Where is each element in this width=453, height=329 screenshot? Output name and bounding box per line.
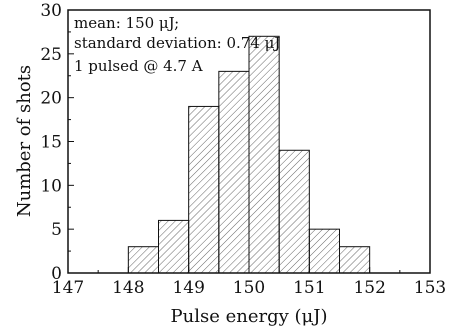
y-tick-label: 0	[51, 264, 62, 284]
y-tick-label: 30	[40, 1, 62, 21]
x-tick-label: 151	[293, 278, 325, 298]
x-axis-ticks: 147 148 149 150 151 152 153	[52, 267, 446, 298]
y-tick-label: 25	[40, 45, 62, 65]
x-tick-label: 153	[414, 278, 446, 298]
histogram-bar	[188, 105, 220, 274]
bars-group	[127, 35, 371, 274]
x-axis-label: Pulse energy (μJ)	[171, 306, 328, 327]
histogram-bar	[248, 35, 280, 274]
x-tick-label: 152	[353, 278, 385, 298]
histogram-bar	[158, 219, 190, 274]
y-tick-label: 15	[40, 133, 62, 153]
y-tick-label: 10	[40, 176, 62, 196]
y-tick-label: 5	[51, 220, 62, 240]
y-axis-ticks: 0 5 10 15 20 25 30	[40, 1, 74, 284]
y-tick-label: 20	[40, 89, 62, 109]
histogram-bar	[339, 246, 371, 274]
histogram-bar	[127, 246, 159, 274]
annotation-mean: mean: 150 μJ;	[74, 14, 179, 32]
histogram-bar	[278, 149, 310, 274]
y-axis-label: Number of shots	[14, 65, 35, 217]
x-tick-label: 147	[52, 278, 84, 298]
annotation-pulse: 1 pulsed @ 4.7 A	[74, 57, 203, 75]
histogram-bar	[308, 228, 341, 274]
histogram-bar	[218, 70, 250, 274]
annotation-std: standard deviation: 0.74 μJ	[74, 34, 280, 52]
x-tick-label: 150	[233, 278, 265, 298]
x-tick-label: 149	[172, 278, 204, 298]
x-tick-label: 148	[112, 278, 144, 298]
annotation-box: mean: 150 μJ; standard deviation: 0.74 μ…	[74, 14, 280, 75]
